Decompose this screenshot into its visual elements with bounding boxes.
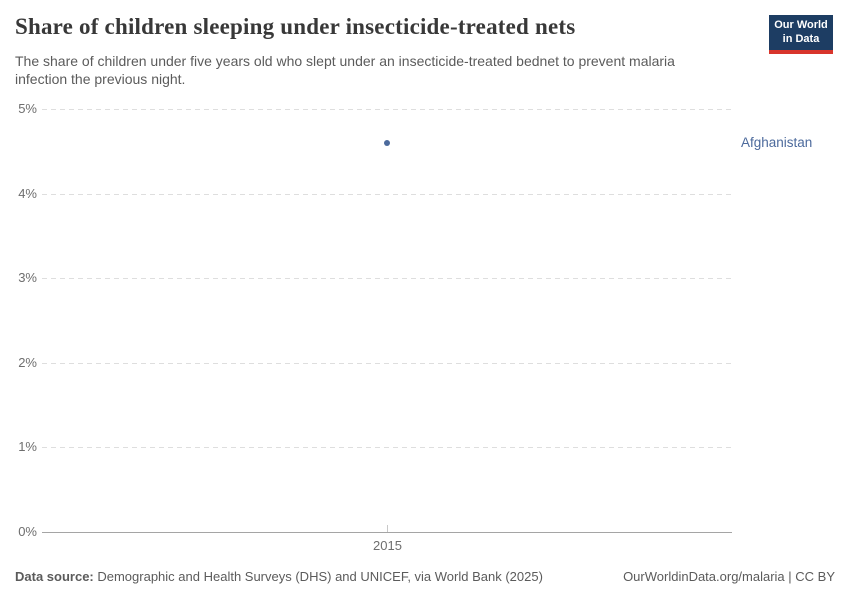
chart-title: Share of children sleeping under insecti… — [15, 14, 576, 39]
owid-logo: Our World in Data — [769, 15, 833, 54]
y-gridline-2 — [42, 362, 732, 364]
footer-source-label: Data source: — [15, 569, 94, 584]
footer-source: Data source: Demographic and Health Surv… — [15, 569, 543, 584]
y-gridline-5 — [42, 109, 732, 110]
owid-logo-line2: in Data — [782, 32, 820, 45]
x-tick-label-2015: 2015 — [373, 538, 402, 553]
x-tick-mark-2015 — [387, 525, 388, 532]
footer-url-license[interactable]: OurWorldinData.org/malaria | CC BY — [623, 569, 835, 584]
footer-source-text: Demographic and Health Surveys (DHS) and… — [93, 569, 543, 584]
owid-logo-line1: Our World — [774, 19, 828, 31]
chart-subtitle: The share of children under five years o… — [15, 53, 675, 88]
y-gridline-3 — [42, 278, 732, 280]
y-tick-label-1: 1% — [18, 439, 37, 455]
entity-label-afghanistan[interactable]: Afghanistan — [741, 134, 813, 150]
y-tick-label-4: 4% — [18, 185, 37, 201]
y-tick-label-2: 2% — [18, 354, 37, 370]
y-gridline-1 — [42, 447, 732, 449]
y-tick-label-3: 3% — [18, 270, 37, 286]
x-axis-baseline — [42, 532, 732, 533]
y-tick-label-0: 0% — [18, 524, 37, 539]
y-tick-label-5: 5% — [18, 101, 37, 116]
data-point-afghanistan[interactable] — [384, 139, 390, 146]
y-gridline-4 — [42, 193, 732, 195]
